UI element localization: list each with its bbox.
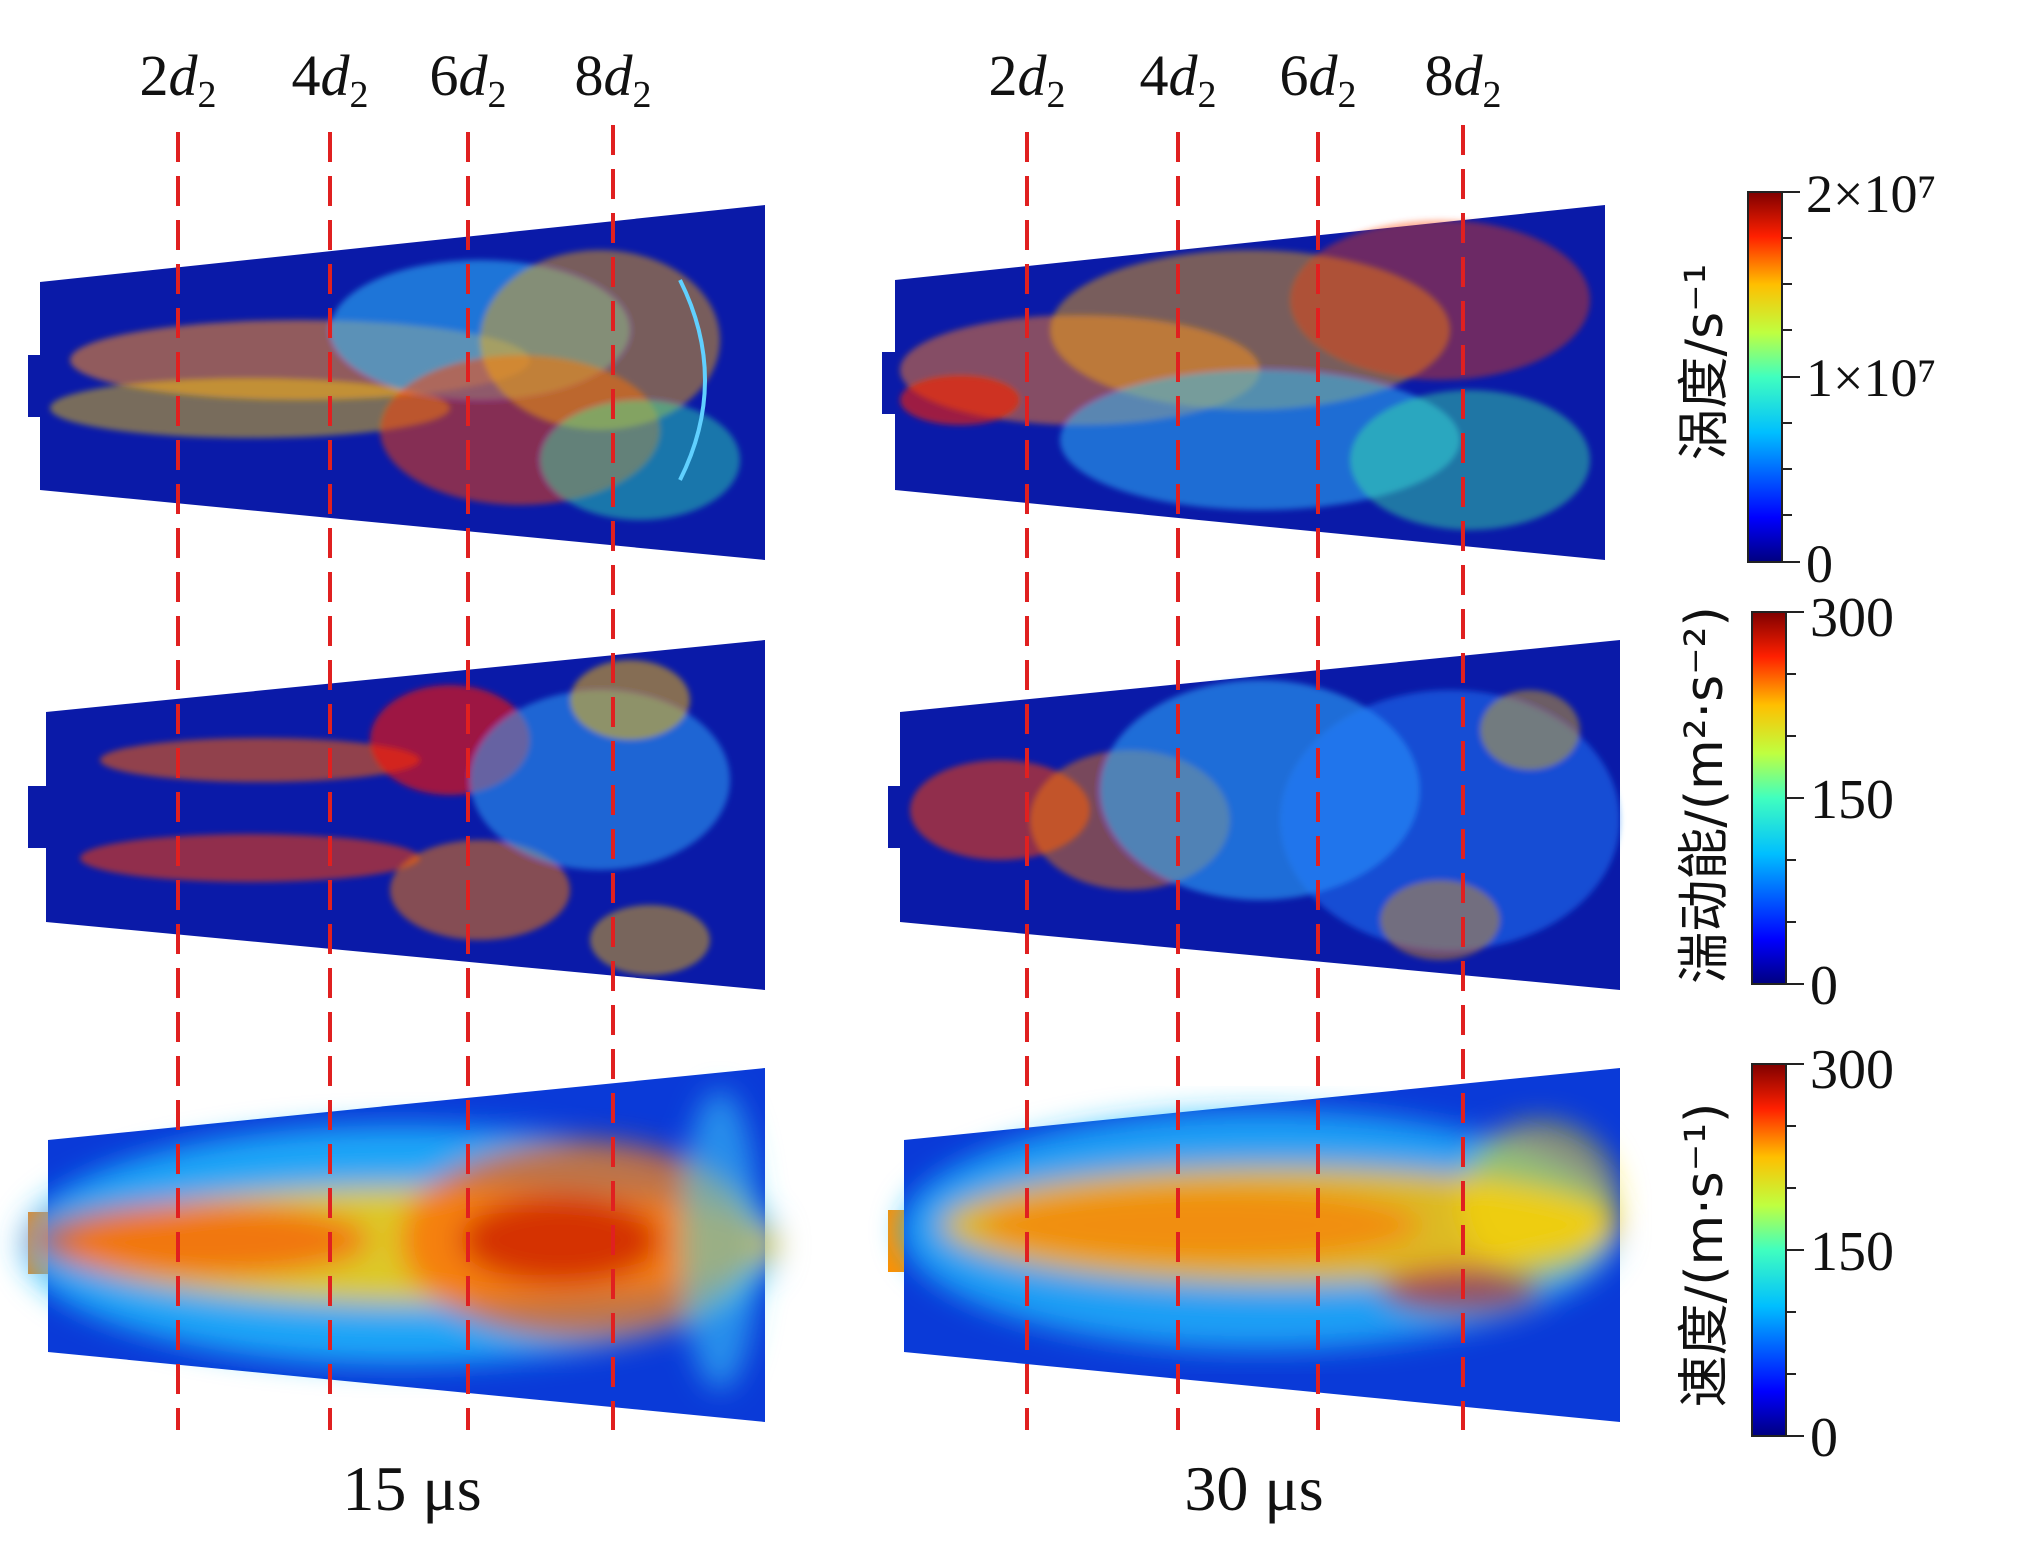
tke-field-30us bbox=[888, 640, 1620, 990]
colorbar-velocity-tick-mid: 150 bbox=[1810, 1221, 1894, 1283]
panels-left bbox=[20, 205, 780, 1422]
colorbar-velocity-label: 速度/(m·s⁻¹) bbox=[1675, 1103, 1735, 1408]
position-label: 2d2 bbox=[140, 43, 217, 116]
time-label-left: 15 μs bbox=[342, 1453, 481, 1524]
colorbar-velocity-bar bbox=[1751, 1063, 1787, 1437]
velocity-field-30us bbox=[888, 1068, 1620, 1422]
colorbar-tke-tick-min: 0 bbox=[1810, 955, 1838, 1017]
colorbar-tke-tick-mid: 150 bbox=[1810, 769, 1894, 831]
colorbar-vorticity-tick-max: 2×10⁷ bbox=[1806, 164, 1936, 224]
colorbar-tke-tick-max: 300 bbox=[1810, 587, 1894, 649]
tke-field-15us bbox=[28, 640, 765, 990]
time-label-right: 30 μs bbox=[1184, 1453, 1323, 1524]
position-label: 8d2 bbox=[1425, 43, 1502, 116]
marker-lines bbox=[176, 125, 1465, 1430]
colorbar-vorticity-tick-mid: 1×10⁷ bbox=[1806, 348, 1936, 408]
vorticity-field-30us bbox=[882, 205, 1605, 560]
velocity-field-15us bbox=[20, 1068, 780, 1422]
panels-right bbox=[882, 205, 1620, 1422]
position-label: 6d2 bbox=[1280, 43, 1357, 116]
colorbar-vorticity-label: 涡度/s⁻¹ bbox=[1675, 264, 1735, 461]
vorticity-field-15us bbox=[28, 205, 765, 560]
colorbar-tke: 300 150 0 湍动能/(m²·s⁻²) bbox=[1675, 587, 1894, 1017]
position-labels-right: 2d2 4d2 6d2 8d2 bbox=[989, 43, 1502, 116]
colorbar-velocity-tick-min: 0 bbox=[1810, 1407, 1838, 1469]
position-label: 4d2 bbox=[292, 43, 369, 116]
position-labels-left: 2d2 4d2 6d2 8d2 bbox=[140, 43, 652, 116]
colorbar-vorticity-bar bbox=[1747, 191, 1783, 563]
position-label: 2d2 bbox=[989, 43, 1066, 116]
colorbar-velocity-tick-max: 300 bbox=[1810, 1039, 1894, 1101]
position-label: 8d2 bbox=[575, 43, 652, 116]
colorbar-tke-bar bbox=[1751, 611, 1787, 985]
colorbar-vorticity: 2×10⁷ 1×10⁷ 0 涡度/s⁻¹ bbox=[1675, 164, 1936, 594]
colorbar-vorticity-tick-min: 0 bbox=[1806, 534, 1833, 594]
position-label: 4d2 bbox=[1140, 43, 1217, 116]
position-label: 6d2 bbox=[430, 43, 507, 116]
colorbar-velocity: 300 150 0 速度/(m·s⁻¹) bbox=[1675, 1039, 1894, 1469]
colorbar-tke-label: 湍动能/(m²·s⁻²) bbox=[1675, 606, 1735, 984]
